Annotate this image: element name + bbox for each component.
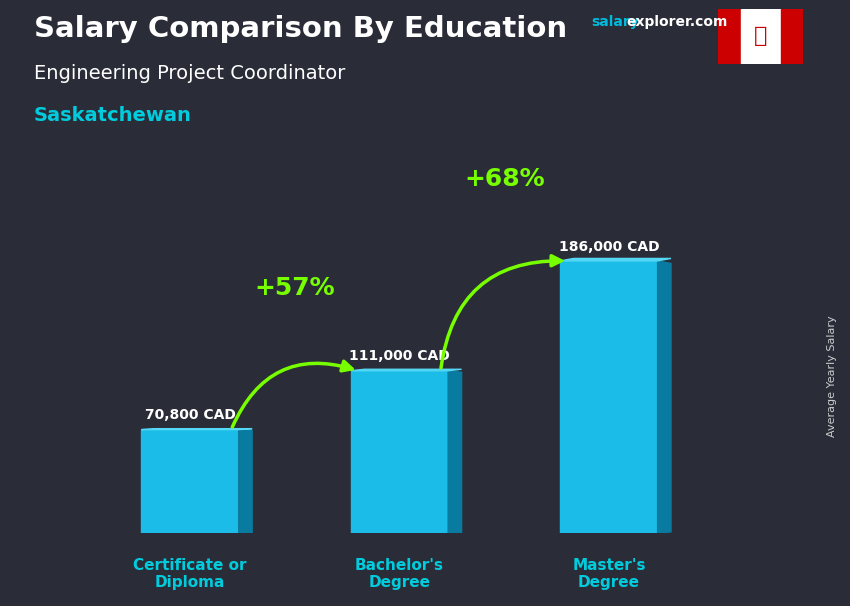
Bar (718, 9, 741, 64)
Text: +57%: +57% (254, 276, 335, 301)
Text: Engineering Project Coordinator: Engineering Project Coordinator (34, 64, 345, 82)
Polygon shape (239, 430, 252, 533)
Bar (741, 9, 780, 64)
Text: 70,800 CAD: 70,800 CAD (144, 408, 235, 422)
Bar (560, 261, 658, 533)
Text: 111,000 CAD: 111,000 CAD (349, 350, 450, 364)
Text: Master's
Degree: Master's Degree (572, 558, 646, 590)
Text: explorer.com: explorer.com (626, 15, 728, 29)
Polygon shape (141, 428, 252, 430)
Polygon shape (560, 258, 671, 261)
Polygon shape (658, 261, 671, 533)
Text: Average Yearly Salary: Average Yearly Salary (827, 315, 837, 436)
Text: 186,000 CAD: 186,000 CAD (558, 239, 660, 253)
Polygon shape (351, 369, 462, 371)
Text: Bachelor's
Degree: Bachelor's Degree (355, 558, 444, 590)
Text: Saskatchewan: Saskatchewan (34, 106, 192, 125)
Text: salary: salary (591, 15, 638, 29)
Bar (141, 430, 239, 533)
Bar (351, 371, 448, 533)
Polygon shape (448, 371, 462, 533)
Text: 🍁: 🍁 (754, 26, 768, 47)
Text: Certificate or
Diploma: Certificate or Diploma (133, 558, 246, 590)
Text: +68%: +68% (464, 167, 545, 190)
Bar (780, 9, 803, 64)
Text: Salary Comparison By Education: Salary Comparison By Education (34, 15, 567, 43)
